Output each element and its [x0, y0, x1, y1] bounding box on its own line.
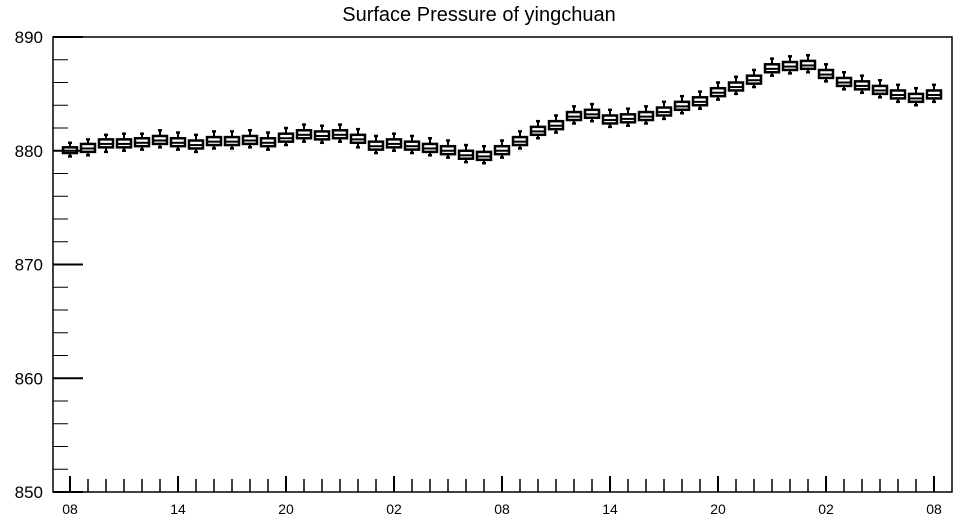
- y-tick-label: 890: [15, 28, 43, 47]
- box: [853, 74, 871, 94]
- axis-ticks: [53, 36, 935, 493]
- box: [385, 132, 403, 152]
- box: [223, 130, 241, 150]
- box: [79, 138, 97, 157]
- box: [799, 53, 817, 74]
- box: [295, 123, 313, 143]
- box: [187, 133, 205, 154]
- y-tick-label: 860: [15, 369, 43, 388]
- box: [151, 129, 169, 149]
- box: [727, 75, 745, 96]
- box: [619, 107, 637, 127]
- box: [745, 68, 763, 89]
- box: [169, 131, 187, 151]
- box: [673, 94, 691, 115]
- box: [277, 126, 295, 147]
- box: [763, 57, 781, 77]
- x-tick-label: 08: [494, 501, 510, 517]
- x-tick-label: 02: [818, 501, 834, 517]
- box: [871, 78, 889, 99]
- box: [115, 132, 133, 152]
- box: [367, 134, 385, 155]
- box: [637, 105, 655, 125]
- y-tick-label: 850: [15, 483, 43, 502]
- box: [313, 124, 331, 145]
- box: [403, 134, 421, 155]
- box: [349, 127, 367, 149]
- box: [655, 100, 673, 121]
- box: [889, 83, 907, 104]
- box: [493, 139, 511, 159]
- box: [241, 129, 259, 149]
- box: [421, 136, 439, 157]
- box: [835, 71, 853, 91]
- box: [475, 144, 493, 165]
- box: [547, 114, 565, 134]
- box: [331, 123, 349, 143]
- box: [691, 90, 709, 110]
- x-tick-label: 02: [386, 501, 402, 517]
- box: [907, 86, 925, 107]
- x-tick-label: 14: [170, 501, 186, 517]
- box: [133, 132, 151, 151]
- x-tick-label: 08: [62, 501, 78, 517]
- box: [817, 63, 835, 83]
- x-tick-label: 20: [278, 501, 294, 517]
- tick-labels: 850 860 870 880 890 08 14 20 02 08 14 20 02 08: [15, 28, 942, 517]
- box: [205, 130, 223, 150]
- chart-title: Surface Pressure of yingchuan: [342, 4, 616, 26]
- box: [781, 55, 799, 75]
- plot-frame: [52, 36, 953, 493]
- box: [565, 105, 583, 125]
- box: [925, 83, 943, 104]
- box-series: [61, 53, 943, 165]
- box: [529, 119, 547, 140]
- y-tick-label: 880: [15, 142, 43, 161]
- box: [439, 139, 457, 159]
- y-tick-label: 870: [15, 256, 43, 275]
- plot-axes: [52, 36, 953, 493]
- box: [61, 141, 79, 158]
- box: [709, 81, 727, 101]
- box: [457, 143, 475, 164]
- x-tick-label: 08: [926, 501, 942, 517]
- x-tick-label: 20: [710, 501, 726, 517]
- x-tick-label: 14: [602, 501, 618, 517]
- box: [259, 131, 277, 151]
- box: [511, 130, 529, 150]
- box: [601, 108, 619, 129]
- box: [97, 133, 115, 154]
- box: [583, 102, 601, 123]
